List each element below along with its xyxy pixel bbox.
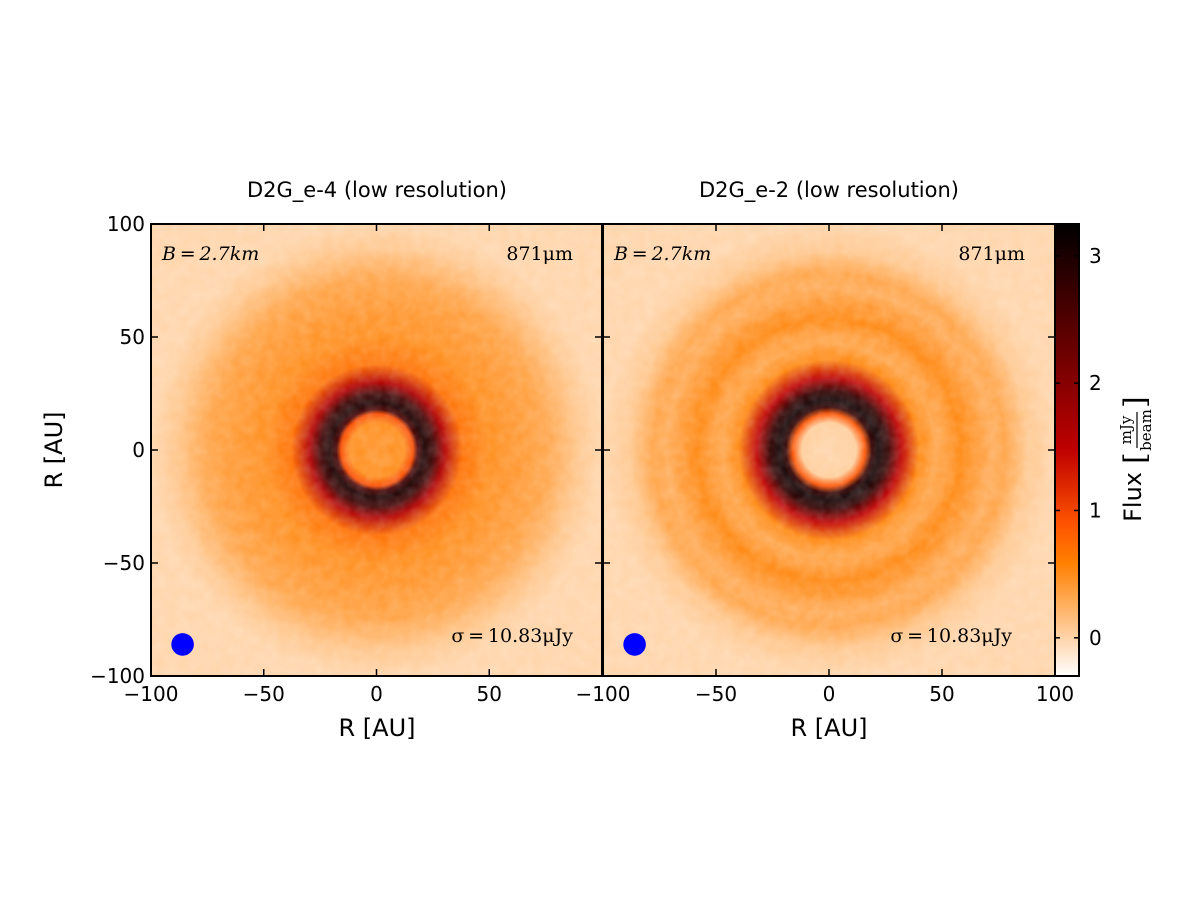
- colorbar-label-text: Flux: [1119, 472, 1147, 522]
- noise-label-right: σ = 10.83μJy: [890, 625, 1012, 647]
- x-tick-label: 0: [370, 682, 383, 706]
- x-tick-label: −100: [124, 682, 179, 706]
- x-tick-label: 100: [1036, 682, 1074, 706]
- y-tick-label: −50: [103, 551, 145, 575]
- panel-right-noise: [603, 224, 1055, 676]
- x-tick-label: −50: [243, 682, 285, 706]
- panel-right-beam: [623, 633, 646, 656]
- x-tick-label: −100: [576, 682, 631, 706]
- colorbar-tick-label: 0: [1089, 626, 1102, 650]
- colorbar-tick-label: 2: [1089, 371, 1102, 395]
- colorbar-bracket-open: [: [1118, 452, 1153, 464]
- x-axis-label-right: R [AU]: [790, 714, 867, 742]
- x-tick-label: 50: [929, 682, 954, 706]
- x-tick-label: −50: [695, 682, 737, 706]
- colorbar-tick-label: 3: [1089, 244, 1102, 268]
- panel-right-ticks: −100 −50 0 50 100: [576, 223, 1074, 706]
- x-tick-label: 50: [477, 682, 502, 706]
- panel-left-title: D2G_e-4 (low resolution): [247, 178, 507, 203]
- panel-left-noise: [151, 224, 602, 676]
- baseline-label-right: B = 2.7km: [613, 243, 711, 265]
- y-tick-label: 50: [120, 325, 145, 349]
- y-tick-label: 0: [132, 438, 145, 462]
- colorbar-frame: [1054, 223, 1080, 677]
- panel-left-ticks: −100 −50 0 50 100 50 0 −50 −100: [90, 212, 602, 706]
- colorbar: 0 1 2 3 Flux [ mJy beam ]: [1054, 223, 1155, 677]
- y-tick-label: 100: [107, 212, 145, 236]
- wavelength-label-left: 871μm: [506, 243, 573, 265]
- colorbar-ticks: 0 1 2 3: [1055, 244, 1102, 650]
- panel-left: D2G_e-4 (low resolution) B = 2.7km 871μm…: [40, 178, 603, 742]
- beam-ellipse-right: [623, 633, 646, 656]
- colorbar-unit-den: beam: [1137, 409, 1155, 451]
- colorbar-gradient: [1055, 224, 1079, 676]
- wavelength-label-right: 871μm: [958, 243, 1025, 265]
- x-tick-label: 0: [823, 682, 836, 706]
- y-axis-label: R [AU]: [40, 411, 68, 488]
- panel-right-title: D2G_e-2 (low resolution): [699, 178, 959, 203]
- panel-left-beam: [171, 633, 194, 656]
- panel-right: D2G_e-2 (low resolution) B = 2.7km 871μm…: [576, 178, 1075, 742]
- baseline-label-left: B = 2.7km: [161, 243, 259, 265]
- y-tick-label: −100: [90, 664, 145, 688]
- colorbar-tick-label: 1: [1089, 498, 1102, 522]
- colorbar-unit-num: mJy: [1117, 415, 1135, 444]
- noise-label-left: σ = 10.83μJy: [451, 625, 573, 647]
- colorbar-bracket-close: ]: [1118, 396, 1153, 408]
- x-axis-label-left: R [AU]: [338, 714, 415, 742]
- beam-ellipse-left: [171, 633, 194, 656]
- colorbar-label: Flux [ mJy beam ]: [1117, 396, 1155, 522]
